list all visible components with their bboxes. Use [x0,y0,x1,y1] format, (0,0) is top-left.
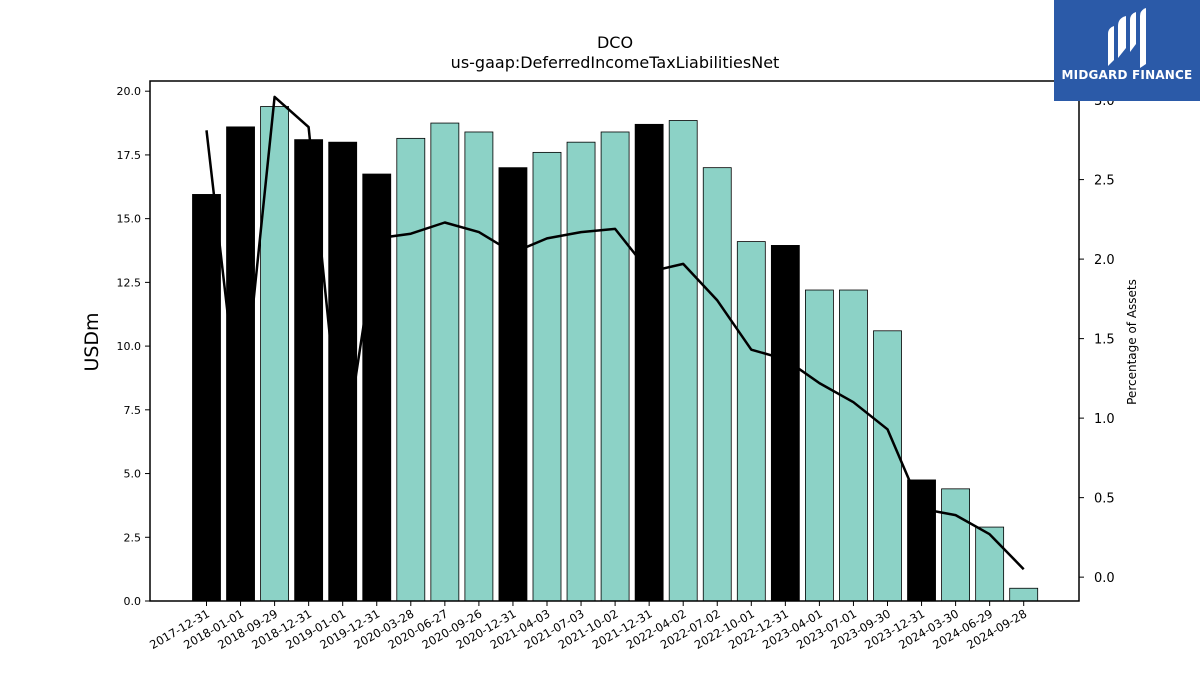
bar-2018-12-31 [294,139,324,602]
brand-name: MIDGARD FINANCE [1061,68,1193,82]
y-tick-label: 0.0 [124,595,142,608]
y2-tick-label: 1.5 [1094,333,1115,348]
bar-2023-09-30 [873,330,902,602]
bar-2023-12-31 [907,479,936,602]
y-tick-label: 15.0 [117,213,142,226]
chart-title: DCO [597,33,633,52]
bar-2020-12-31 [498,167,528,602]
y-tick-label: 17.5 [117,149,142,162]
bar-2020-09-26 [464,131,494,602]
bar-2024-06-29 [975,526,1005,602]
y2-tick-label: 1.0 [1094,412,1115,427]
y-axis: 0.0 2.5 5.0 7.5 10.0 12.5 15.0 17.5 20.0 [117,85,150,608]
bar-2022-10-01 [736,241,766,602]
y2-tick-label: 2.0 [1094,253,1115,268]
y2-tick-label: 0.5 [1094,492,1115,507]
y-tick-label: 7.5 [124,404,142,417]
brand-logo: MIDGARD FINANCE [1054,0,1200,101]
bar-group [192,106,1039,602]
x-axis: 2017-12-312018-01-012018-09-292018-12-31… [147,601,1029,652]
bar-2022-04-02 [668,120,698,602]
bar-2020-03-28 [396,137,426,602]
y-axis-label: USDm [81,312,103,371]
bar-2021-10-02 [600,131,630,602]
y2-tick-label: 0.0 [1094,571,1115,586]
bar-2023-04-01 [805,289,834,602]
bar-2021-07-03 [566,141,596,602]
line-group [205,95,1025,571]
bar-2023-07-01 [839,289,868,602]
y-tick-label: 20.0 [117,85,142,98]
y-tick-label: 5.0 [124,468,142,481]
bar-2017-12-31 [192,194,221,602]
percentage-line [205,95,1025,571]
bar-2022-07-02 [702,167,732,602]
y2-axis-label: Percentage of Assets [1125,279,1139,405]
bar-2021-12-31 [634,123,664,602]
y2-axis: 0.00.51.01.52.02.53.0 [1079,94,1115,586]
bar-2020-06-27 [430,122,460,602]
y-tick-label: 12.5 [117,276,142,289]
bar-2021-04-03 [532,151,562,602]
y2-tick-label: 2.5 [1094,174,1115,189]
midgard-logo-icon [1108,8,1146,68]
bar-2024-03-30 [941,488,970,602]
bar-2022-12-31 [770,245,800,602]
plot-frame [149,80,1080,602]
y-tick-label: 10.0 [117,340,142,353]
y-tick-label: 2.5 [124,531,142,544]
bar-2024-09-28 [1009,587,1039,602]
bar-2018-01-01 [226,126,255,602]
chart-subtitle: us-gaap:DeferredIncomeTaxLiabilitiesNet [451,53,780,72]
